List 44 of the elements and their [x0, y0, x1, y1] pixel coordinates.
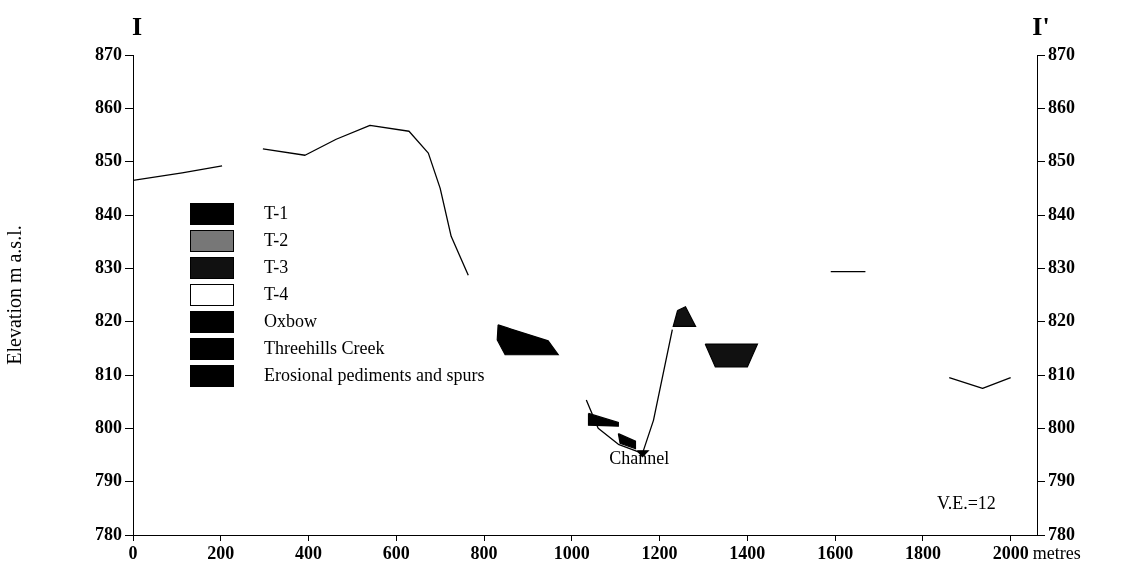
y2-tick-label: 840	[1048, 203, 1075, 224]
text: I	[131, 11, 143, 41]
x-tick-label: 800	[470, 543, 498, 564]
y2-tick-label: 830	[1048, 256, 1075, 277]
y-tick-label: 840	[95, 203, 122, 224]
x-tick-label: 1200	[641, 543, 678, 564]
x-tick-label: 1600	[817, 543, 854, 564]
y-tick-label: 820	[95, 310, 122, 331]
legend-label: Threehills Creek	[264, 338, 385, 359]
x-tick-label: 0	[128, 543, 138, 564]
annotation: Channel	[609, 447, 670, 468]
x-tick-label: 1000	[553, 543, 590, 564]
y-tick-label: 790	[95, 470, 122, 491]
y-axis-title: Elevation m a.s.l.	[3, 225, 26, 365]
legend-label: Oxbow	[264, 311, 317, 332]
text: I'	[1032, 11, 1050, 41]
x-tick-label: 600	[382, 543, 410, 564]
y-tick-label: 800	[95, 416, 122, 437]
x-tick-label: 1800	[904, 543, 941, 564]
y2-tick-label: 850	[1048, 150, 1075, 171]
x-axis-title: metres	[1032, 542, 1081, 563]
legend-label: T-3	[264, 257, 289, 278]
y-tick-label: 810	[95, 363, 122, 384]
x-tick-label: 2000	[992, 543, 1029, 564]
x-tick-label: 400	[295, 543, 323, 564]
y-tick-label: 780	[95, 523, 122, 544]
y2-tick-label: 810	[1048, 363, 1075, 384]
y2-tick-label: 800	[1048, 416, 1075, 437]
y-tick-label: 830	[95, 256, 122, 277]
y2-tick-label: 860	[1048, 96, 1075, 117]
legend-label: T-1	[264, 203, 289, 224]
y-tick-label: 870	[95, 43, 122, 64]
y2-tick-label: 790	[1048, 470, 1075, 491]
y-tick-label: 860	[95, 96, 122, 117]
y-tick-label: 850	[95, 150, 122, 171]
legend-label: Erosional pediments and spurs	[264, 365, 485, 386]
annotation: V.E.=12	[937, 492, 996, 513]
x-tick-label: 1400	[729, 543, 766, 564]
y2-tick-label: 870	[1048, 43, 1075, 64]
y2-tick-label: 820	[1048, 310, 1075, 331]
legend-label: T-4	[264, 284, 289, 305]
x-tick-label: 200	[207, 543, 235, 564]
y2-tick-label: 780	[1048, 523, 1075, 544]
legend-label: T-2	[264, 230, 289, 251]
